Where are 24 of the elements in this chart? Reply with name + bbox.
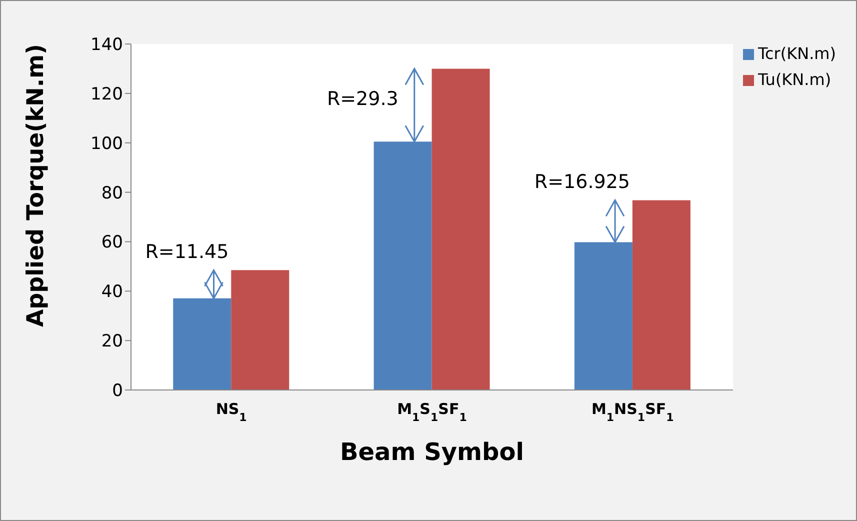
x-tick-label: NS$_{1}$ bbox=[216, 400, 247, 424]
y-tick-label: 100 bbox=[90, 134, 123, 154]
annotation: R=29.3 bbox=[326, 88, 398, 110]
x-axis-title: Beam Symbol bbox=[340, 438, 524, 466]
y-tick-label: 120 bbox=[90, 84, 123, 104]
y-tick-label: 60 bbox=[101, 232, 123, 253]
bar bbox=[374, 142, 432, 390]
y-tick-label: 20 bbox=[101, 332, 123, 352]
bar bbox=[574, 242, 632, 390]
y-tick-label: 140 bbox=[90, 35, 123, 56]
legend-label: Tcr(KN.m) bbox=[758, 44, 836, 63]
annotation: R=16.925 bbox=[534, 171, 630, 194]
bar bbox=[231, 270, 290, 390]
bar bbox=[173, 298, 232, 390]
y-tick-label: 0 bbox=[112, 381, 123, 402]
x-tick-label: M$_{1}$S$_{1}$SF$_{1}$ bbox=[397, 400, 467, 424]
y-tick-label: 80 bbox=[101, 183, 123, 204]
y-axis-title: Applied Torque(kN.m) bbox=[23, 44, 50, 327]
y-tick-label: 40 bbox=[101, 282, 123, 302]
bar bbox=[632, 200, 690, 390]
annotation: R=11.45 bbox=[145, 241, 229, 264]
legend-label: Tu(KN.m) bbox=[758, 70, 832, 89]
x-tick-label: M$_{1}$NS$_{1}$SF$_{1}$ bbox=[591, 400, 674, 424]
bar bbox=[432, 68, 490, 390]
